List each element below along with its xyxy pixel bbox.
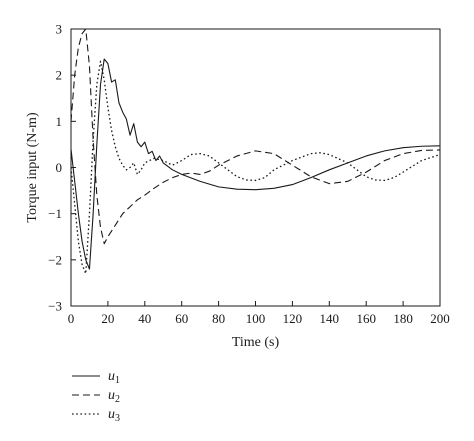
x-tick-label: 140: [320, 311, 340, 326]
y-tick-label: −2: [48, 252, 62, 267]
series-line-u2: [71, 29, 440, 245]
plot-frame: [70, 28, 441, 307]
x-tick-label: 200: [430, 311, 450, 326]
x-tick-label: 80: [212, 311, 225, 326]
y-axis-title: Torque input (N-m): [25, 112, 40, 223]
y-tick-label: 1: [56, 114, 63, 129]
x-tick-label: 180: [393, 311, 413, 326]
legend-label-u1: u1: [108, 369, 120, 386]
x-tick-label: 120: [283, 311, 303, 326]
legend: u1 u2 u3: [72, 369, 120, 424]
y-tick-label: 2: [56, 68, 63, 83]
legend-label-u2: u2: [108, 388, 120, 405]
series-line-u3: [71, 60, 440, 275]
y-tick-label: 3: [56, 22, 63, 37]
y-axis-ticks: −3 −2 −1 0 1 2 3: [48, 22, 76, 314]
x-tick-label: 0: [68, 311, 75, 326]
legend-label-u3: u3: [108, 407, 120, 424]
x-tick-label: 100: [246, 311, 266, 326]
x-tick-label: 20: [101, 311, 114, 326]
series-lines: [71, 29, 440, 275]
x-axis-ticks: 0 20 40 60 80 100 120 140 160 180 200: [68, 301, 450, 326]
y-tick-label: −3: [48, 299, 62, 314]
series-line-u1: [71, 58, 440, 270]
y-tick-label: −1: [48, 206, 62, 221]
x-tick-label: 160: [356, 311, 376, 326]
x-tick-label: 40: [138, 311, 151, 326]
x-axis-title: Time (s): [232, 335, 280, 350]
plot-area: [70, 28, 441, 307]
x-tick-label: 60: [175, 311, 188, 326]
y-tick-label: 0: [56, 160, 63, 175]
